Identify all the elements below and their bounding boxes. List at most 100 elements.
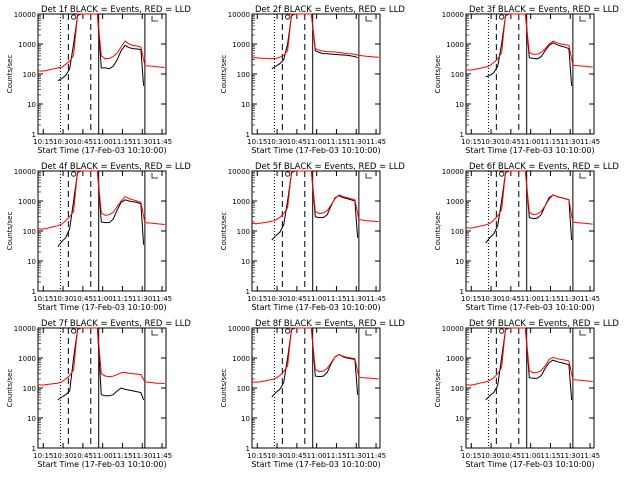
y-axis-label: Counts/sec — [434, 369, 442, 408]
chart-title: Det 6f BLACK = Events, RED = LLD — [469, 162, 619, 172]
x-tick-label: 11:30 — [346, 452, 366, 460]
y-axis-label: Counts/sec — [434, 212, 442, 251]
chart-panel-7: Det 7f BLACK = Events, RED = LLD 1 10 100 10… — [6, 319, 191, 469]
y-tick-label: 1000 — [18, 41, 36, 49]
x-tick-label: 10:15 — [247, 295, 267, 303]
lld-series-line — [37, 327, 165, 386]
x-axis-label: Start Time (17-Feb-03 10:10:00) — [37, 303, 166, 312]
x-tick-label: 10:30 — [53, 452, 73, 460]
x-tick-label: 10:15 — [461, 138, 481, 146]
x-tick-label: 11:00 — [521, 452, 541, 460]
x-tick-label: 11:45 — [580, 138, 600, 146]
y-tick-label: 1000 — [446, 355, 464, 363]
x-tick-label: 11:00 — [307, 138, 327, 146]
events-series-line — [271, 13, 358, 70]
y-tick-label: 1000 — [232, 41, 250, 49]
y-tick-label: 10 — [241, 258, 250, 266]
events-series-line — [57, 13, 145, 86]
y-tick-label: 1 — [460, 445, 464, 453]
y-tick-label: 10000 — [442, 11, 464, 19]
y-tick-label: 100 — [451, 71, 464, 79]
x-tick-label: 10:15 — [33, 452, 53, 460]
chart-title: Det 9f BLACK = Events, RED = LLD — [469, 319, 619, 329]
chart-title: Det 2f BLACK = Events, RED = LLD — [255, 5, 405, 15]
y-tick-label: 100 — [23, 385, 36, 393]
marker-corner — [365, 173, 372, 179]
y-tick-label: 1 — [32, 288, 36, 296]
plot-frame — [37, 327, 167, 449]
x-tick-label: 11:45 — [580, 452, 600, 460]
marker-circle — [499, 14, 505, 20]
x-tick-label: 10:15 — [461, 295, 481, 303]
y-tick-label: 100 — [237, 71, 250, 79]
y-tick-label: 10 — [241, 101, 250, 109]
y-tick-label: 1 — [32, 131, 36, 139]
x-tick-label: 11:15 — [326, 138, 346, 146]
plot-frame — [37, 170, 167, 292]
x-axis-label: Start Time (17-Feb-03 10:10:00) — [465, 303, 594, 312]
x-axis-label: Start Time (17-Feb-03 10:10:00) — [465, 146, 594, 155]
y-tick-label: 100 — [237, 228, 250, 236]
x-tick-label: 11:30 — [560, 138, 580, 146]
x-tick-label: 11:45 — [366, 295, 386, 303]
marker-circle — [71, 14, 77, 20]
y-axis-label: Counts/sec — [6, 369, 14, 408]
chart-panel-6: Det 6f BLACK = Events, RED = LLD 1 10 100 10… — [434, 162, 619, 312]
y-tick-label: 10 — [27, 101, 36, 109]
y-tick-label: 10000 — [228, 11, 250, 19]
x-tick-label: 11:15 — [326, 452, 346, 460]
x-tick-label: 11:30 — [560, 452, 580, 460]
x-tick-label: 10:15 — [247, 138, 267, 146]
x-tick-label: 10:15 — [33, 295, 53, 303]
y-tick-label: 10000 — [14, 325, 36, 333]
x-tick-label: 11:45 — [152, 138, 172, 146]
x-tick-label: 10:30 — [267, 452, 287, 460]
marker-circle — [71, 328, 77, 334]
marker-circle — [499, 328, 505, 334]
marker-corner — [365, 16, 372, 22]
x-tick-label: 10:15 — [461, 452, 481, 460]
x-tick-label: 11:00 — [93, 452, 113, 460]
marker-circle — [285, 14, 291, 20]
chart-title: Det 7f BLACK = Events, RED = LLD — [41, 319, 191, 329]
y-axis-label: Counts/sec — [220, 55, 228, 94]
x-tick-label: 11:30 — [132, 452, 152, 460]
x-tick-label: 10:45 — [501, 295, 521, 303]
y-axis-label: Counts/sec — [220, 369, 228, 408]
plot-frame — [465, 170, 595, 292]
x-tick-label: 11:15 — [326, 295, 346, 303]
lld-series-line — [37, 13, 165, 72]
chart-panel-9: Det 9f BLACK = Events, RED = LLD 1 10 100 10… — [434, 319, 619, 469]
x-tick-label: 10:45 — [287, 452, 307, 460]
y-tick-label: 1000 — [232, 198, 250, 206]
events-series-line — [57, 170, 145, 248]
lld-series-line — [37, 170, 165, 230]
y-axis-label: Counts/sec — [220, 212, 228, 251]
x-tick-label: 11:30 — [132, 295, 152, 303]
chart-panel-4: Det 4f BLACK = Events, RED = LLD 1 10 100 10… — [6, 162, 191, 312]
chart-title: Det 8f BLACK = Events, RED = LLD — [255, 319, 405, 329]
marker-corner — [365, 330, 372, 336]
x-tick-label: 10:15 — [33, 138, 53, 146]
y-tick-label: 1 — [460, 131, 464, 139]
x-tick-label: 10:30 — [267, 295, 287, 303]
marker-circle — [285, 171, 291, 177]
x-tick-label: 11:00 — [307, 295, 327, 303]
x-tick-label: 11:30 — [346, 295, 366, 303]
marker-corner — [151, 173, 158, 179]
y-tick-label: 1 — [460, 288, 464, 296]
x-tick-label: 11:15 — [112, 138, 132, 146]
y-tick-label: 10000 — [442, 325, 464, 333]
x-tick-label: 10:30 — [481, 138, 501, 146]
y-tick-label: 10 — [27, 415, 36, 423]
chart-panel-8: Det 8f BLACK = Events, RED = LLD 1 10 100 10… — [220, 319, 405, 469]
x-tick-label: 10:15 — [247, 452, 267, 460]
lld-series-line — [465, 13, 593, 71]
lld-series-line — [252, 13, 379, 60]
events-series-line — [485, 327, 573, 401]
x-tick-label: 11:00 — [93, 295, 113, 303]
x-tick-label: 11:00 — [307, 452, 327, 460]
x-tick-label: 11:15 — [112, 295, 132, 303]
y-tick-label: 10000 — [14, 168, 36, 176]
